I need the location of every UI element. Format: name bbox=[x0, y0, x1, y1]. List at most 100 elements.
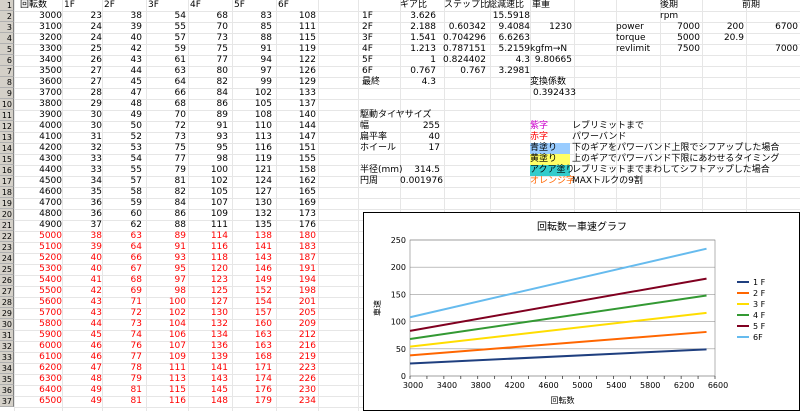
row-header[interactable]: 20 bbox=[0, 209, 14, 220]
data-cell[interactable]: 75 bbox=[216, 44, 228, 54]
step-ratio[interactable]: 0.767 bbox=[460, 66, 486, 76]
data-cell[interactable]: 78 bbox=[130, 363, 142, 373]
color-key-note[interactable]: 下のギアをパワーバンド上限でシフアップした場合 bbox=[572, 143, 780, 153]
data-cell[interactable]: 68 bbox=[216, 11, 228, 21]
color-key[interactable]: 黄塗り bbox=[530, 154, 570, 165]
data-cell[interactable]: 81 bbox=[174, 176, 186, 186]
data-cell[interactable]: 58 bbox=[130, 187, 142, 197]
conv-label[interactable]: 変換係数 bbox=[530, 77, 567, 87]
tire-value[interactable]: 314.5 bbox=[414, 165, 440, 175]
data-cell[interactable]: 30 bbox=[90, 110, 102, 120]
data-cell[interactable]: 46 bbox=[90, 352, 102, 362]
data-cell[interactable]: 187 bbox=[298, 253, 316, 263]
row-header[interactable]: 31 bbox=[0, 330, 14, 341]
row-header[interactable]: 18 bbox=[0, 187, 14, 198]
data-cell[interactable]: 219 bbox=[298, 352, 316, 362]
data-cell[interactable]: 5400 bbox=[39, 275, 62, 285]
color-key[interactable]: アクア塗り bbox=[530, 165, 575, 176]
gear-ratio[interactable]: 1.213 bbox=[410, 44, 436, 54]
data-cell[interactable]: 102 bbox=[254, 88, 272, 98]
data-cell[interactable]: 39 bbox=[90, 242, 102, 252]
row-header[interactable]: 8 bbox=[0, 77, 14, 88]
engine-header[interactable]: 前期 bbox=[742, 0, 761, 10]
data-cell[interactable]: 77 bbox=[130, 352, 142, 362]
color-key-note[interactable]: レブリミットまでまわしてシフトアップした場合 bbox=[572, 165, 770, 175]
engine-label[interactable]: torque bbox=[616, 33, 646, 43]
data-cell[interactable]: 114 bbox=[210, 231, 228, 241]
data-cell[interactable]: 47 bbox=[90, 363, 102, 373]
engine-value[interactable] bbox=[746, 33, 798, 44]
data-cell[interactable]: 60 bbox=[130, 209, 142, 219]
data-cell[interactable]: 95 bbox=[216, 143, 228, 153]
data-cell[interactable]: 42 bbox=[130, 44, 142, 54]
data-cell[interactable]: 137 bbox=[298, 99, 316, 109]
data-cell[interactable]: 67 bbox=[130, 264, 142, 274]
data-cell[interactable]: 148 bbox=[210, 396, 228, 406]
data-cell[interactable]: 26 bbox=[90, 55, 102, 65]
data-cell[interactable]: 89 bbox=[216, 110, 228, 120]
data-cell[interactable]: 130 bbox=[210, 308, 228, 318]
gear-ratio[interactable]: 0.767 bbox=[410, 66, 436, 76]
data-cell[interactable]: 68 bbox=[174, 99, 186, 109]
data-cell[interactable]: 49 bbox=[90, 385, 102, 395]
data-cell[interactable]: 91 bbox=[174, 242, 186, 252]
data-cell[interactable]: 3700 bbox=[39, 88, 62, 98]
engine-value[interactable]: 20.9 bbox=[723, 33, 744, 43]
data-cell[interactable]: 113 bbox=[254, 132, 272, 142]
data-cell[interactable]: 118 bbox=[210, 253, 228, 263]
data-cell[interactable]: 95 bbox=[174, 264, 186, 274]
data-cell[interactable]: 115 bbox=[168, 385, 186, 395]
row-header[interactable]: 13 bbox=[0, 132, 14, 143]
data-cell[interactable]: 154 bbox=[254, 297, 272, 307]
data-cell[interactable]: 111 bbox=[168, 363, 186, 373]
data-cell[interactable]: 4500 bbox=[39, 176, 62, 186]
data-cell[interactable]: 94 bbox=[260, 55, 272, 65]
data-cell[interactable]: 105 bbox=[254, 99, 272, 109]
data-cell[interactable]: 129 bbox=[298, 77, 316, 87]
data-cell[interactable]: 38 bbox=[90, 231, 102, 241]
gear-extra[interactable] bbox=[532, 11, 572, 22]
data-cell[interactable]: 119 bbox=[254, 154, 272, 164]
data-cell[interactable]: 6200 bbox=[39, 363, 62, 373]
row-header[interactable]: 21 bbox=[0, 220, 14, 231]
data-cell[interactable]: 115 bbox=[298, 33, 316, 43]
data-cell[interactable]: 3100 bbox=[39, 22, 62, 32]
data-cell[interactable]: 49 bbox=[90, 396, 102, 406]
data-cell[interactable]: 33 bbox=[90, 154, 102, 164]
conv-value[interactable]: 0.392433 bbox=[533, 88, 576, 98]
data-cell[interactable]: 132 bbox=[254, 209, 272, 219]
data-cell[interactable]: 40 bbox=[90, 264, 102, 274]
column-title[interactable]: 6F bbox=[278, 0, 289, 10]
data-cell[interactable]: 27 bbox=[90, 66, 102, 76]
data-cell[interactable]: 59 bbox=[174, 44, 186, 54]
data-cell[interactable]: 212 bbox=[298, 330, 316, 340]
total-ratio[interactable]: 5.2159 bbox=[498, 44, 531, 54]
data-cell[interactable]: 127 bbox=[210, 297, 228, 307]
color-key[interactable]: 青塗り bbox=[530, 143, 570, 154]
data-cell[interactable]: 5500 bbox=[39, 286, 62, 296]
gear-extra[interactable] bbox=[532, 66, 572, 77]
data-cell[interactable]: 141 bbox=[254, 242, 272, 252]
data-cell[interactable]: 91 bbox=[260, 44, 272, 54]
step-ratio[interactable]: 0.787151 bbox=[443, 44, 486, 54]
data-cell[interactable]: 81 bbox=[130, 385, 142, 395]
data-cell[interactable]: 86 bbox=[174, 209, 186, 219]
engine-value[interactable]: 7000 bbox=[775, 44, 798, 54]
data-cell[interactable]: 169 bbox=[298, 198, 316, 208]
data-cell[interactable]: 31 bbox=[90, 132, 102, 142]
data-cell[interactable]: 3400 bbox=[39, 55, 62, 65]
data-cell[interactable]: 3500 bbox=[39, 66, 62, 76]
data-cell[interactable]: 82 bbox=[216, 77, 228, 87]
data-cell[interactable]: 4200 bbox=[39, 143, 62, 153]
data-cell[interactable]: 139 bbox=[210, 352, 228, 362]
data-cell[interactable]: 144 bbox=[298, 121, 316, 131]
tire-label[interactable]: 円周 bbox=[360, 176, 379, 186]
engine-unit[interactable]: rpm bbox=[660, 11, 679, 21]
data-cell[interactable]: 123 bbox=[210, 275, 228, 285]
data-cell[interactable]: 48 bbox=[90, 374, 102, 384]
data-cell[interactable]: 5700 bbox=[39, 308, 62, 318]
data-cell[interactable]: 125 bbox=[210, 286, 228, 296]
data-cell[interactable]: 174 bbox=[254, 374, 272, 384]
row-header[interactable]: 28 bbox=[0, 297, 14, 308]
data-cell[interactable]: 24 bbox=[90, 33, 102, 43]
